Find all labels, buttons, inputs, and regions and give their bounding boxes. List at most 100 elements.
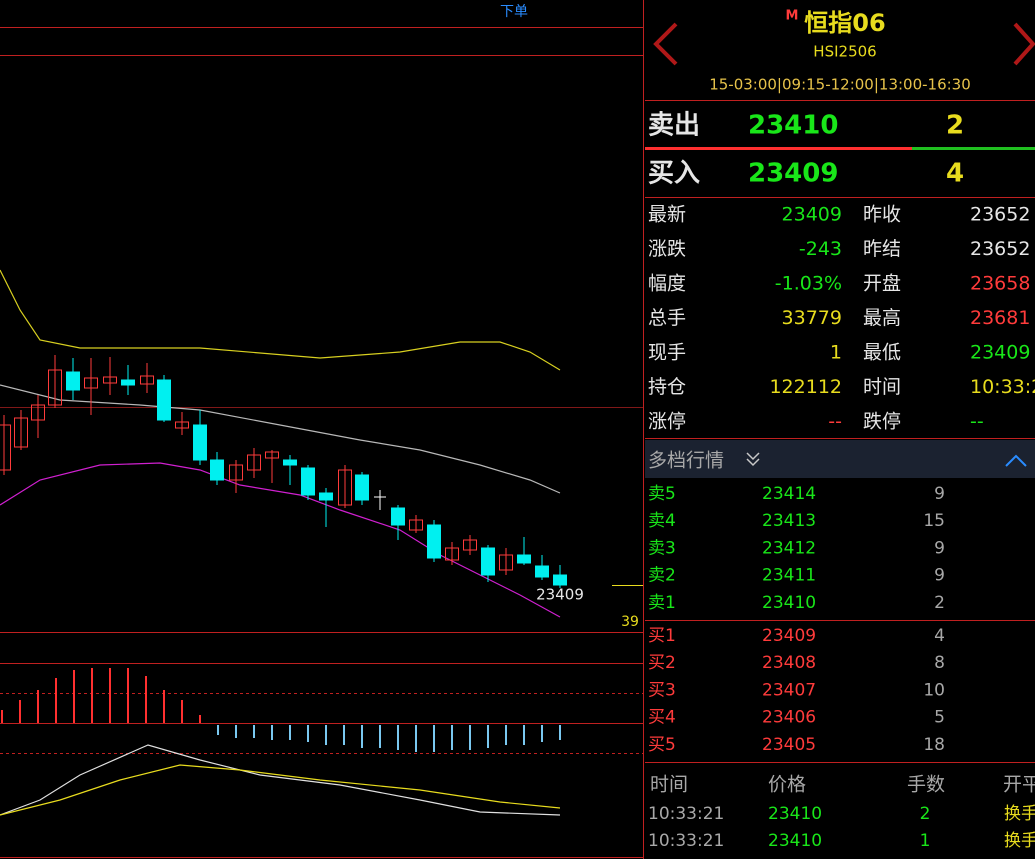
depth-price: 23410	[762, 593, 816, 613]
stat-value: 23652	[970, 204, 1030, 226]
candle-body	[283, 459, 297, 466]
candle-body	[463, 539, 477, 551]
stat-label: 持仓	[648, 376, 686, 398]
stat-label: 现手	[648, 342, 686, 364]
stat-label: 昨收	[863, 204, 901, 226]
depth-size: 10	[923, 680, 945, 700]
depth-price: 23412	[762, 538, 816, 558]
stat-value: 23409	[782, 204, 842, 226]
stat-value: 33779	[782, 307, 842, 329]
prev-arrow[interactable]	[653, 22, 678, 66]
stat-label: 最低	[863, 342, 901, 364]
depth-size: 9	[934, 566, 945, 586]
depth-size: 5	[934, 708, 945, 728]
trade-cell: 23410	[768, 804, 822, 824]
depth-price: 23413	[762, 511, 816, 531]
flag: M	[786, 9, 799, 24]
depth-size: 2	[934, 593, 945, 613]
candle-body	[427, 524, 441, 559]
depth-price: 23409	[762, 626, 816, 646]
candle-body	[175, 421, 189, 429]
ask-label: 卖出	[648, 111, 700, 141]
collapse-icon[interactable]	[1005, 454, 1027, 467]
depth-size: 8	[934, 653, 945, 673]
trades-header: 开平	[1003, 774, 1035, 796]
stat-label: 跌停	[863, 411, 901, 433]
indicator-line	[0, 764, 561, 816]
depth-price: 23407	[762, 680, 816, 700]
instrument-name: 恒指06	[804, 9, 885, 37]
depth-label: 买1	[648, 626, 676, 646]
expand-icon[interactable]	[746, 452, 760, 467]
indicator-line	[0, 744, 561, 816]
bid-size: 4	[946, 159, 964, 189]
lower-band	[0, 462, 561, 618]
candle-body	[157, 379, 171, 421]
trade-cell: 2	[920, 804, 931, 824]
depth-label: 买2	[648, 653, 676, 673]
instrument-code: HSI2506	[813, 43, 876, 61]
candle-body	[84, 377, 98, 389]
stat-value: --	[970, 411, 984, 433]
candle-body	[355, 474, 369, 501]
depth-label: 买3	[648, 680, 676, 700]
stat-label: 幅度	[648, 273, 686, 295]
stat-value: 23652	[970, 238, 1030, 260]
candle-body	[247, 454, 261, 471]
candle-body	[319, 492, 333, 501]
trade-cell: 换手	[1004, 804, 1035, 824]
depth-label: 买4	[648, 708, 676, 728]
candle-body	[0, 424, 11, 471]
stat-value: -243	[799, 238, 842, 260]
bid-label: 买入	[648, 159, 700, 189]
depth-label: 卖1	[648, 593, 676, 613]
candle-body	[103, 376, 117, 384]
ask-size: 2	[946, 111, 964, 141]
candle-body	[14, 417, 28, 448]
trade-cell: 10:33:21	[648, 831, 724, 851]
depth-price: 23414	[762, 484, 816, 504]
stat-label: 开盘	[863, 273, 901, 295]
candle-body	[66, 371, 80, 391]
right-panel: 最新 23409 昨收 23652 涨跌 -243 昨结 23652 幅度 -1.03% 开盘 236…	[648, 204, 1035, 852]
depth-label: 买5	[648, 735, 676, 755]
candle-body	[553, 574, 567, 586]
depth-label: 卖3	[648, 538, 676, 558]
candle-body	[210, 459, 224, 481]
trade-cell: 23410	[768, 831, 822, 851]
middle-band	[0, 384, 561, 494]
stat-value: --	[828, 411, 842, 433]
stat-value: -1.03%	[775, 273, 842, 295]
depth-size: 9	[934, 538, 945, 558]
candles	[0, 269, 567, 816]
candle-body	[48, 369, 62, 406]
trade-cell: 10:33:21	[648, 804, 724, 824]
stat-label: 总手	[648, 307, 686, 329]
depth-price: 23405	[762, 735, 816, 755]
stat-value: 122112	[769, 376, 842, 398]
candle-body	[481, 547, 495, 576]
stat-value: 23658	[970, 273, 1030, 295]
candle-body	[121, 379, 135, 386]
stat-value: 10:33:22	[970, 376, 1035, 398]
last-price-label: 23409	[536, 586, 584, 604]
ask-price: 23410	[748, 111, 838, 141]
candle-body	[193, 424, 207, 461]
trades-header: 价格	[768, 774, 806, 796]
trades-header: 手数	[907, 774, 945, 796]
stat-label: 涨停	[648, 411, 686, 433]
depth-title: 多档行情	[648, 450, 724, 472]
candle-body	[517, 554, 531, 564]
depth-size: 18	[923, 735, 945, 755]
candle-body	[338, 469, 352, 506]
candle-body	[229, 464, 243, 481]
stat-label: 最高	[863, 307, 901, 329]
next-arrow[interactable]	[1013, 22, 1035, 66]
candle-body	[535, 565, 549, 578]
candle-body	[409, 519, 423, 531]
trade-cell: 1	[920, 831, 931, 851]
order-button[interactable]: 下单	[500, 4, 528, 20]
candle-body	[140, 375, 154, 385]
depth-label: 卖5	[648, 484, 676, 504]
